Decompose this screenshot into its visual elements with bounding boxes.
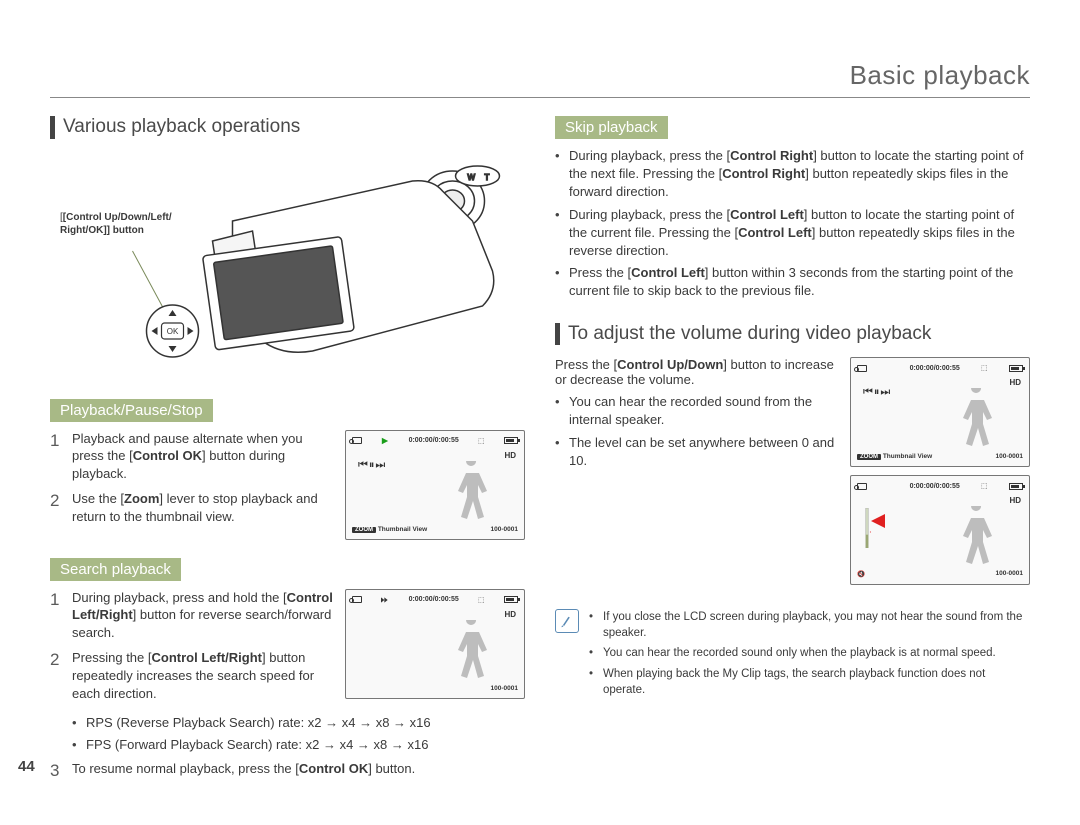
lcd-time: 0:00:00/0:00:55 <box>409 437 459 444</box>
playback-row: Playback and pause alternate when you pr… <box>50 430 525 548</box>
note-3: When playing back the My Clip tags, the … <box>589 666 1030 698</box>
lcd-time: 0:00:00/0:00:55 <box>409 596 459 603</box>
clip-id: 100-0001 <box>491 685 518 692</box>
left-column: Various playback operations [[Control Up… <box>50 116 525 791</box>
search-step-2: Pressing the [Control Left/Right] button… <box>50 649 335 702</box>
volume-bullet-2: The level can be set anywhere between 0 … <box>555 434 840 470</box>
search-step3-list: To resume normal playback, press the [Co… <box>50 760 525 783</box>
page-number: 44 <box>18 758 35 775</box>
lcd-screenshot-volume-2: 0:00:00/0:00:55 ⬚ HD <box>850 475 1030 585</box>
volume-lcds: 0:00:00/0:00:55 ⬚ HD ⏮⏸⏭ ZOOM Thumbnail … <box>850 357 1030 593</box>
volume-bullet-1: You can hear the recorded sound from the… <box>555 393 840 429</box>
section-title-volume: To adjust the volume during video playba… <box>555 323 1030 346</box>
battery-icon <box>1009 365 1023 372</box>
zoom-t-label: T <box>485 173 490 182</box>
transport-controls-icon: ⏮⏸⏭ <box>863 386 891 399</box>
figure-silhouette-icon <box>449 620 494 680</box>
search-step-3: To resume normal playback, press the [Co… <box>50 760 525 783</box>
lcd-screenshot-playback: 0:00:00/0:00:55 ⬚ HD ⏮⏸⏭ ZOOM Thumbnail … <box>345 430 525 540</box>
tag-search-playback: Search playback <box>50 558 181 581</box>
device-illustration: [[Control Up/Down/Left/ Right/OK]] butto… <box>50 151 525 381</box>
battery-icon <box>504 596 518 603</box>
lcd-time: 0:00:00/0:00:55 <box>910 365 960 372</box>
note-icon <box>555 609 579 633</box>
volume-intro: Press the [Control Up/Down] button to in… <box>555 357 840 387</box>
thumbnail-label: Thumbnail View <box>378 526 427 533</box>
hd-badge: HD <box>504 451 516 460</box>
volume-marker-icon <box>871 514 889 528</box>
clip-id: 100-0001 <box>996 570 1023 578</box>
playback-step-2: Use the [Zoom] lever to stop playback an… <box>50 490 335 525</box>
transport-controls-icon: ⏮⏸⏭ <box>358 459 386 472</box>
figure-silhouette-icon <box>954 388 999 448</box>
tag-skip-playback: Skip playback <box>555 116 668 139</box>
thumbnail-label: Thumbnail View <box>883 453 932 460</box>
camera-icon <box>857 365 867 372</box>
note-2: You can hear the recorded sound only whe… <box>589 645 1030 661</box>
fps-bullet: FPS (Forward Playback Search) rate: x2 →… <box>72 736 525 754</box>
rps-bullet: RPS (Reverse Playback Search) rate: x2 →… <box>72 714 525 732</box>
search-step-1: During playback, press and hold the [Con… <box>50 589 335 642</box>
camera-icon <box>352 437 362 444</box>
volume-slider-icon <box>863 508 871 548</box>
camera-icon <box>857 483 867 490</box>
search-steps: During playback, press and hold the [Con… <box>50 589 335 702</box>
tag-playback-pause-stop: Playback/Pause/Stop <box>50 399 213 422</box>
skip-bullets: During playback, press the [Control Righ… <box>555 147 1030 301</box>
skip-bullet-3: Press the [Control Left] button within 3… <box>555 264 1030 300</box>
volume-bullets: You can hear the recorded sound from the… <box>555 393 840 470</box>
skip-bullet-2: During playback, press the [Control Left… <box>555 206 1030 261</box>
battery-icon <box>504 437 518 444</box>
content-columns: Various playback operations [[Control Up… <box>50 116 1030 791</box>
lcd-screenshot-search: 0:00:00/0:00:55 ⬚ HD 100-0001 <box>345 589 525 699</box>
header-title: Basic playback <box>850 60 1030 90</box>
figure-silhouette-icon <box>954 506 999 566</box>
right-column: Skip playback During playback, press the… <box>555 116 1030 791</box>
clip-id: 100-0001 <box>996 453 1023 460</box>
playback-step-1: Playback and pause alternate when you pr… <box>50 430 335 483</box>
clip-id: 100-0001 <box>491 526 518 533</box>
zoom-badge: ZOOM <box>352 527 376 533</box>
volume-row: Press the [Control Up/Down] button to in… <box>555 357 1030 593</box>
search-rate-bullets: RPS (Reverse Playback Search) rate: x2 →… <box>72 714 525 754</box>
search-row: During playback, press and hold the [Con… <box>50 589 525 710</box>
hd-badge: HD <box>1009 378 1021 387</box>
note-bullets: If you close the LCD screen during playb… <box>589 609 1030 701</box>
section-title-operations: Various playback operations <box>50 116 525 139</box>
ok-button-label: OK <box>167 327 179 336</box>
lcd-time: 0:00:00/0:00:55 <box>910 483 960 490</box>
playback-steps: Playback and pause alternate when you pr… <box>50 430 335 526</box>
note-box: If you close the LCD screen during playb… <box>555 609 1030 701</box>
speaker-icon: 🔇 <box>857 570 865 578</box>
camcorder-svg: W T OK <box>50 151 525 381</box>
skip-bullet-1: During playback, press the [Control Righ… <box>555 147 1030 202</box>
battery-icon <box>1009 483 1023 490</box>
hd-badge: HD <box>1009 496 1021 505</box>
play-icon <box>381 437 389 445</box>
zoom-w-label: W <box>468 173 476 182</box>
figure-silhouette-icon <box>449 461 494 521</box>
camera-icon <box>352 596 362 603</box>
page-header: Basic playback <box>50 60 1030 98</box>
lcd-screenshot-volume-1: 0:00:00/0:00:55 ⬚ HD ⏮⏸⏭ ZOOM Thumbnail … <box>850 357 1030 467</box>
note-1: If you close the LCD screen during playb… <box>589 609 1030 641</box>
hd-badge: HD <box>504 610 516 619</box>
zoom-badge: ZOOM <box>857 454 881 460</box>
fast-forward-icon <box>381 596 389 604</box>
